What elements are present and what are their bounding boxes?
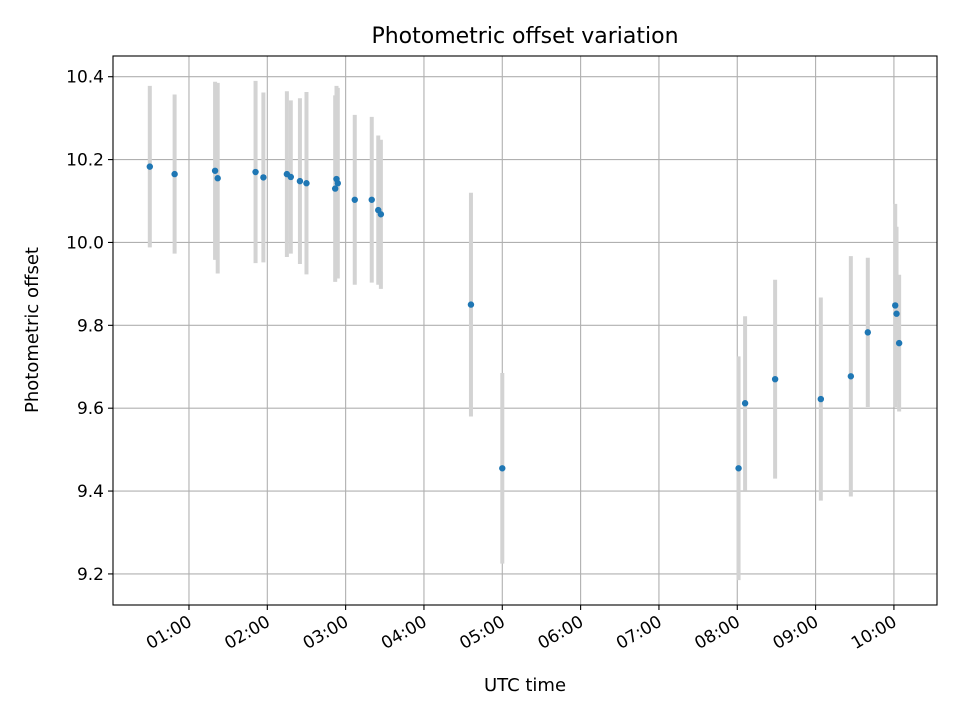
data-point: [817, 395, 825, 403]
data-points: [146, 163, 903, 472]
y-axis-ticks: 9.2 9.4 9.6 9.8 10.0 10.2 10.4: [66, 68, 113, 585]
y-tick-label: 10.4: [66, 68, 104, 88]
data-point: [252, 168, 259, 176]
data-point: [893, 310, 900, 317]
data-point: [771, 375, 779, 383]
plot-frame: [112, 55, 938, 606]
data-point: [499, 465, 506, 472]
data-point: [260, 174, 267, 181]
data-point: [741, 400, 749, 407]
data-point: [892, 302, 899, 309]
y-tick-label: 9.4: [77, 482, 104, 502]
y-tick-label: 10.2: [66, 151, 104, 171]
chart-title: Photometric offset variation: [371, 24, 678, 49]
y-tick-label: 9.8: [77, 316, 104, 336]
data-point: [847, 373, 855, 380]
data-point: [171, 170, 178, 178]
data-point: [377, 211, 385, 218]
data-point: [211, 167, 219, 174]
y-tick-label: 9.6: [77, 399, 104, 419]
data-point: [864, 329, 872, 336]
data-point: [146, 163, 154, 170]
data-point: [296, 177, 304, 185]
data-point: [735, 465, 742, 472]
data-point: [287, 173, 295, 181]
data-point: [214, 175, 221, 182]
x-axis-label: UTC time: [484, 675, 566, 696]
data-point: [334, 180, 341, 187]
y-axis-label: Photometric offset: [22, 247, 43, 413]
data-point: [351, 196, 358, 203]
y-tick-label: 9.2: [77, 565, 104, 585]
y-tick-label: 10.0: [66, 233, 104, 253]
data-point: [368, 196, 375, 203]
data-point: [331, 185, 339, 192]
data-point: [467, 301, 475, 308]
data-point: [895, 339, 903, 347]
data-point: [303, 180, 310, 187]
